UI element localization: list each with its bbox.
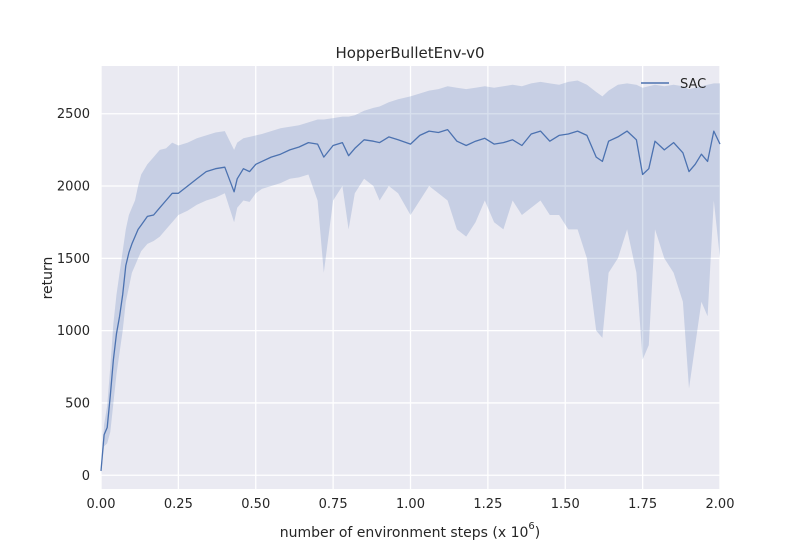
x-tick-label: 2.00 [706,497,735,512]
x-tick-label: 1.50 [551,497,580,512]
y-tick-label: 2500 [57,107,90,122]
y-tick-label: 1500 [57,252,90,267]
y-tick-label: 500 [65,396,90,411]
x-tick-label: 1.00 [396,497,425,512]
y-tick-label: 0 [82,469,90,484]
x-tick-label: 1.25 [473,497,502,512]
x-tick-label: 0.25 [164,497,193,512]
x-tick-labels: 0.00 0.25 0.50 0.75 1.00 1.25 1.50 1.75 2.00 [87,497,735,512]
x-tick-label: 0.00 [87,497,116,512]
chart-title: HopperBulletEnv-v0 [335,44,484,62]
x-axis-label: number of environment steps (x 106) [280,521,541,541]
y-tick-label: 1000 [57,324,90,339]
x-axis-label-text: number of environment steps (x 10 [280,525,529,541]
sac-confidence-band [101,80,720,474]
x-axis-label-exponent: 6 [528,521,534,532]
grid [100,66,721,489]
sac-line [100,128,721,471]
legend: SAC [641,77,706,92]
y-tick-label: 2000 [57,180,90,195]
x-tick-label: 0.75 [319,497,348,512]
series-line-layer [100,128,721,471]
y-axis-label: return [40,257,56,300]
x-tick-label: 0.50 [241,497,270,512]
x-tick-label: 1.75 [628,497,657,512]
legend-label-sac: SAC [680,77,706,92]
confidence-band-layer [101,80,720,474]
y-tick-labels: 0 500 1000 1500 2000 2500 [57,107,90,484]
x-axis-label-suffix: ) [535,525,540,541]
